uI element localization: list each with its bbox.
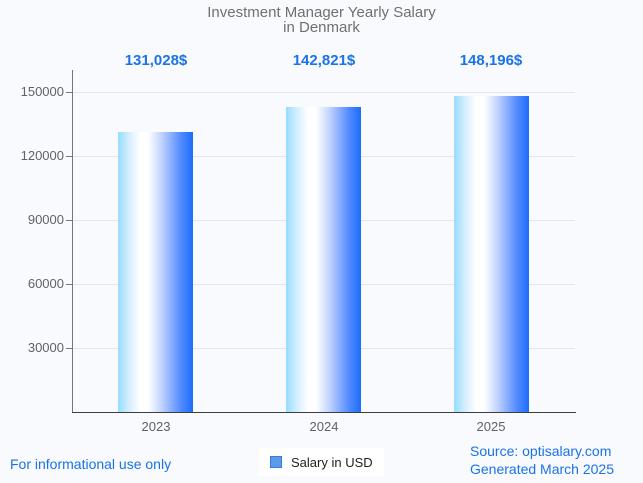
- bar-2024[interactable]: [286, 107, 361, 412]
- y-axis-tick: [66, 348, 72, 349]
- y-axis-tick: [66, 220, 72, 221]
- x-axis-category-label: 2023: [141, 419, 171, 434]
- y-axis-tick-label: 150000: [20, 84, 64, 99]
- y-axis-tick: [66, 156, 72, 157]
- bar-value-label: 142,821$: [292, 52, 356, 69]
- x-axis-line: [72, 412, 576, 413]
- bar-value-label: 131,028$: [124, 52, 188, 69]
- x-axis-category-label: 2024: [309, 419, 339, 434]
- y-axis-tick-label: 90000: [27, 212, 64, 227]
- bar-2025[interactable]: [454, 96, 529, 412]
- x-axis-category-label: 2025: [476, 419, 506, 434]
- generated-line: Generated March 2025: [470, 461, 614, 477]
- legend-label: Salary in USD: [291, 454, 373, 470]
- gridline: [72, 92, 575, 93]
- bar-value-label: 148,196$: [459, 52, 523, 69]
- y-axis-tick: [66, 92, 72, 93]
- y-axis-tick-label: 30000: [27, 340, 64, 355]
- source-block: Source: optisalary.com Generated March 2…: [470, 442, 614, 478]
- chart-title: Investment Manager Yearly Salary in Denm…: [0, 5, 643, 35]
- y-axis-tick: [66, 284, 72, 285]
- chart-title-line2: in Denmark: [283, 19, 360, 36]
- legend: Salary in USD: [259, 448, 384, 476]
- y-axis-tick-label: 60000: [27, 276, 64, 291]
- legend-swatch-icon: [270, 456, 282, 468]
- bar-2023[interactable]: [118, 132, 193, 412]
- disclaimer-note: For informational use only: [10, 456, 172, 472]
- y-axis-tick-label: 120000: [20, 148, 64, 163]
- source-line: Source: optisalary.com: [470, 443, 612, 459]
- y-axis-line: [72, 70, 73, 413]
- chart-title-line1: Investment Manager Yearly Salary: [207, 4, 436, 21]
